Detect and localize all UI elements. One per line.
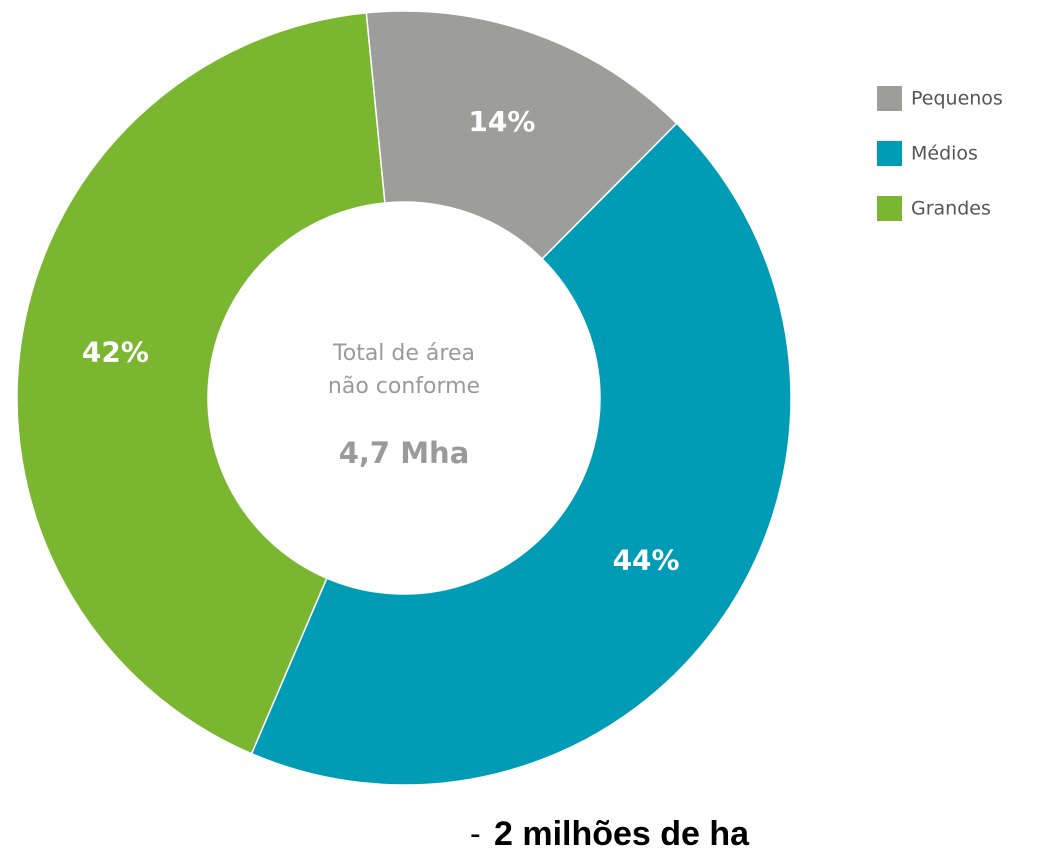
slice	[250, 122, 792, 786]
annotation: 2 milhões de ha	[494, 815, 750, 853]
legend-swatch	[877, 86, 902, 111]
legend-swatch	[877, 196, 902, 221]
legend-label: Grandes	[911, 198, 991, 220]
center-value: 4,7 Mha	[339, 436, 470, 470]
legend-label: Médios	[911, 143, 978, 165]
value-label: 42%	[82, 335, 149, 368]
slice	[365, 10, 678, 260]
value-label: 44%	[613, 543, 680, 576]
center-text: não conforme	[328, 374, 480, 399]
legend-label: Pequenos	[911, 88, 1003, 110]
legend-swatch	[877, 141, 902, 166]
slice	[16, 12, 386, 755]
center-text: Total de área	[332, 341, 475, 366]
annotation-prefix: -	[470, 815, 481, 851]
value-label: 14%	[468, 105, 535, 138]
